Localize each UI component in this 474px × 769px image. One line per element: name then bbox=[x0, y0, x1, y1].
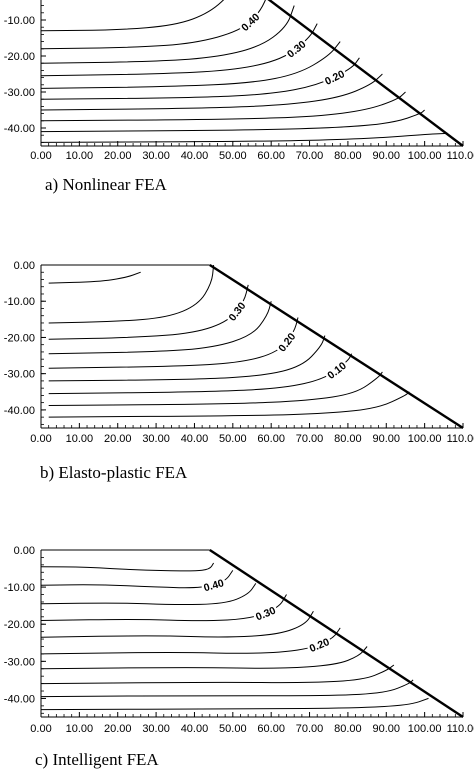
contour-line bbox=[40, 562, 215, 572]
x-tick-label: 110.00 bbox=[447, 433, 474, 445]
contour-line bbox=[48, 301, 272, 355]
contour-line bbox=[40, 697, 429, 711]
x-tick-label: 90.00 bbox=[373, 150, 401, 162]
contour-line bbox=[48, 391, 410, 418]
contour-label-bg bbox=[237, 9, 263, 35]
contour-label-bg bbox=[283, 36, 310, 61]
slope-boundary-line bbox=[267, 0, 464, 147]
x-tick-label: 30.00 bbox=[142, 723, 170, 735]
y-tick-label: -30.00 bbox=[4, 369, 35, 381]
x-tick-label: 70.00 bbox=[296, 433, 324, 445]
contour-label-bg bbox=[224, 298, 249, 325]
x-tick-label: 20.00 bbox=[104, 723, 132, 735]
x-tick-label: 80.00 bbox=[334, 150, 362, 162]
contour-line bbox=[48, 264, 215, 324]
contour-line bbox=[48, 284, 249, 340]
contour-line bbox=[40, 109, 425, 133]
x-tick-label: 0.00 bbox=[30, 433, 51, 445]
slope-boundary-line bbox=[209, 263, 464, 430]
x-tick-label: 100.00 bbox=[408, 150, 442, 162]
panel-caption: b) Elasto-plastic FEA bbox=[40, 463, 188, 482]
y-tick-label: -20.00 bbox=[4, 51, 35, 63]
x-tick-label: 80.00 bbox=[334, 433, 362, 445]
contour-label-bg bbox=[305, 634, 333, 655]
contour-line bbox=[40, 594, 287, 622]
contour-line bbox=[40, 73, 383, 111]
y-tick-label: -10.00 bbox=[4, 582, 35, 594]
x-tick-label: 10.00 bbox=[66, 723, 94, 735]
x-tick-label: 100.00 bbox=[408, 723, 442, 735]
contour-line bbox=[40, 627, 341, 655]
contour-label-bg bbox=[323, 357, 350, 383]
x-tick-label: 0.00 bbox=[30, 723, 51, 735]
x-tick-label: 60.00 bbox=[257, 723, 285, 735]
x-tick-label: 60.00 bbox=[257, 433, 285, 445]
x-tick-label: 110.00 bbox=[447, 723, 474, 735]
y-tick-label: -40.00 bbox=[4, 405, 35, 417]
x-tick-label: 90.00 bbox=[373, 723, 401, 735]
contour-line bbox=[40, 679, 414, 698]
y-tick-label: 0.00 bbox=[14, 260, 35, 272]
x-tick-label: 60.00 bbox=[257, 150, 285, 162]
y-tick-label: -20.00 bbox=[4, 619, 35, 631]
panel-caption: a) Nonlinear FEA bbox=[45, 175, 168, 194]
contour-line bbox=[40, 583, 257, 606]
x-tick-label: 30.00 bbox=[142, 150, 170, 162]
contour-line bbox=[40, 41, 341, 89]
contour-line bbox=[48, 271, 141, 284]
x-tick-label: 90.00 bbox=[373, 433, 401, 445]
x-tick-label: 80.00 bbox=[334, 723, 362, 735]
x-tick-label: 50.00 bbox=[219, 723, 247, 735]
contour-line bbox=[40, 57, 360, 100]
contour-label-bg bbox=[252, 602, 279, 624]
contour-label-bg bbox=[200, 575, 227, 594]
panel-caption: c) Intelligent FEA bbox=[35, 750, 159, 769]
contour-label-bg bbox=[274, 328, 299, 356]
y-tick-label: -40.00 bbox=[4, 123, 35, 135]
contour-line bbox=[40, 664, 395, 685]
contour-label-bg bbox=[321, 66, 348, 88]
x-tick-label: 10.00 bbox=[66, 433, 94, 445]
x-tick-label: 110.00 bbox=[447, 150, 474, 162]
x-tick-label: 50.00 bbox=[219, 150, 247, 162]
x-tick-label: 10.00 bbox=[66, 150, 94, 162]
contour-line bbox=[48, 335, 326, 382]
x-tick-label: 40.00 bbox=[181, 723, 209, 735]
contour-line bbox=[40, 610, 314, 638]
y-tick-label: -40.00 bbox=[4, 693, 35, 705]
contour-line bbox=[40, 132, 448, 143]
x-tick-label: 40.00 bbox=[181, 150, 209, 162]
x-tick-label: 70.00 bbox=[296, 150, 324, 162]
x-tick-label: 30.00 bbox=[142, 433, 170, 445]
contour-line bbox=[40, 91, 406, 122]
panel-elasto-plastic-fea: 0.00 10.00 20.00 30.00 40.00 50.00 60.00 70.00 8… bbox=[4, 260, 474, 482]
x-tick-label: 100.00 bbox=[408, 433, 442, 445]
panel-nonlinear-fea: 0.00 10.00 20.00 30.00 40.00 50.00 60.00 70.00 8… bbox=[4, 0, 474, 194]
x-tick-label: 20.00 bbox=[104, 433, 132, 445]
contour-line bbox=[40, 5, 295, 64]
y-tick-label: -10.00 bbox=[4, 15, 35, 27]
contour-line bbox=[48, 353, 353, 395]
y-tick-label: 0.00 bbox=[14, 545, 35, 557]
contour-line bbox=[40, 0, 266, 50]
panel-intelligent-fea: 0.00 10.00 20.00 30.00 40.00 50.00 60.00 70.00 8… bbox=[4, 545, 474, 769]
x-tick-label: 50.00 bbox=[219, 433, 247, 445]
contour-line bbox=[40, 646, 368, 670]
y-tick-label: -30.00 bbox=[4, 656, 35, 668]
y-tick-label: -20.00 bbox=[4, 332, 35, 344]
x-tick-label: 40.00 bbox=[181, 433, 209, 445]
contour-label: 0.40 bbox=[202, 577, 225, 594]
contour-line bbox=[48, 371, 383, 406]
y-tick-label: -30.00 bbox=[4, 87, 35, 99]
y-tick-label: -10.00 bbox=[4, 296, 35, 308]
contour-line bbox=[40, 23, 318, 77]
x-tick-label: 0.00 bbox=[30, 150, 51, 162]
contour-line bbox=[40, 0, 225, 32]
x-tick-label: 20.00 bbox=[104, 150, 132, 162]
x-tick-label: 70.00 bbox=[296, 723, 324, 735]
